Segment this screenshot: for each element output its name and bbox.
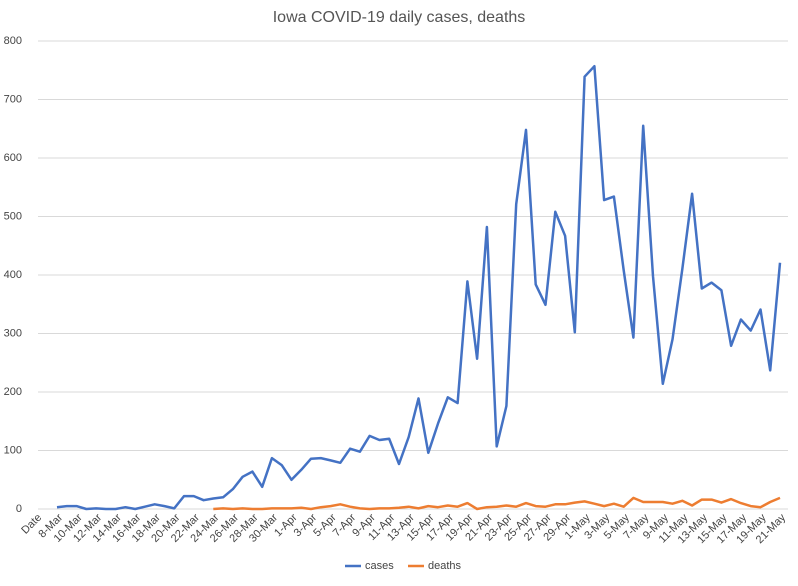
y-tick-label: 200 (4, 386, 22, 398)
y-tick-label: 400 (4, 269, 22, 281)
chart-title: Iowa COVID-19 daily cases, deaths (273, 9, 526, 26)
y-tick-label: 300 (4, 327, 22, 339)
y-tick-label: 600 (4, 152, 22, 164)
y-tick-label: 100 (4, 444, 22, 456)
y-tick-label: 700 (4, 93, 22, 105)
y-tick-label: 0 (16, 503, 22, 515)
legend-label: deaths (428, 560, 462, 572)
y-tick-label: 500 (4, 210, 22, 222)
legend-label: cases (365, 560, 394, 572)
y-tick-label: 800 (4, 35, 22, 47)
series-line (56, 64, 782, 511)
series-line (213, 496, 781, 511)
